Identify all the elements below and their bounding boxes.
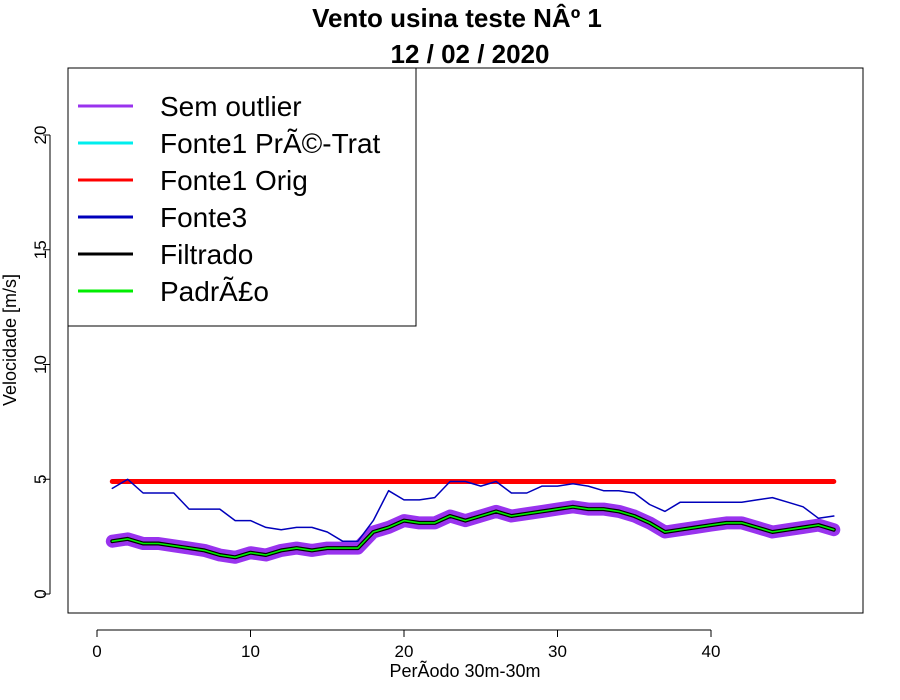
series-sem-outlier	[105, 500, 841, 564]
series-layer	[105, 478, 841, 564]
y-tick-label: 20	[31, 126, 50, 145]
axes-layer: 0 10 20 30 40 0 5 10 15 20	[31, 67, 864, 661]
x-tick-label: 10	[241, 642, 260, 661]
y-axis-label: Velocidade [m/s]	[0, 274, 20, 406]
x-tick-label: 20	[395, 642, 414, 661]
plot-frame	[67, 67, 864, 614]
y-tick-label: 10	[31, 355, 50, 374]
legend-label: Sem outlier	[160, 91, 302, 122]
series-fonte3	[111, 478, 835, 542]
x-tick-label: 40	[702, 642, 721, 661]
legend-box	[67, 67, 417, 327]
legend-label: PadrÃ£o	[160, 276, 269, 307]
legend-label: Fonte1 Orig	[160, 165, 308, 196]
legend-label: Fonte3	[160, 202, 247, 233]
legend-label: Filtrado	[160, 239, 253, 270]
y-tick-label: 15	[31, 240, 50, 259]
series-padrao	[111, 505, 835, 559]
y-tick-label: 5	[31, 475, 50, 484]
x-tick-label: 0	[92, 642, 101, 661]
legend: Sem outlier Fonte1 PrÃ©-Trat Fonte1 Orig Fo…	[67, 67, 417, 327]
x-tick-label: 30	[548, 642, 567, 661]
chart-title: Vento usina teste NÂº 1	[312, 3, 602, 33]
x-axis-label: PerÃ­odo 30m-30m	[389, 660, 540, 681]
y-tick-label: 0	[31, 589, 50, 598]
chart-subtitle: 12 / 02 / 2020	[390, 39, 549, 69]
legend-label: Fonte1 PrÃ©-Trat	[160, 128, 381, 159]
